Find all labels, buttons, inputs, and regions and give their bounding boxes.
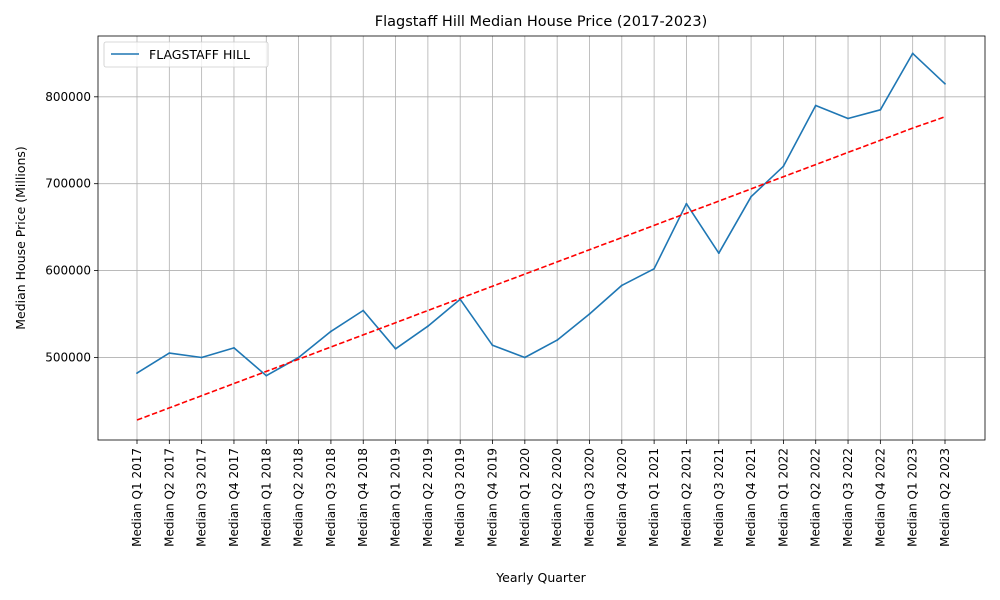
x-tick-label: Median Q1 2020 (518, 448, 532, 547)
data-point (847, 117, 849, 120)
x-tick-label: Median Q4 2020 (615, 448, 629, 547)
y-tick-label: 800000 (45, 90, 91, 104)
x-tick-label: Median Q2 2022 (809, 448, 823, 547)
x-tick-label: Median Q2 2020 (550, 448, 564, 547)
legend-label-flagstaff-hill: FLAGSTAFF HILL (149, 47, 250, 62)
x-tick-label: Median Q1 2018 (259, 448, 273, 547)
x-tick-label: Median Q1 2021 (647, 448, 661, 547)
data-point (911, 52, 914, 55)
x-tick-label: Median Q3 2022 (841, 448, 855, 547)
data-point (362, 309, 365, 312)
x-tick-label: Median Q2 2018 (292, 448, 306, 547)
data-point (330, 330, 332, 333)
x-axis-label: Yearly Quarter (495, 570, 586, 585)
data-point (653, 267, 655, 270)
x-tick-label: Median Q3 2017 (195, 448, 209, 547)
data-point (168, 352, 171, 354)
data-point (200, 356, 203, 359)
x-tick-label: Median Q2 2021 (679, 448, 693, 547)
data-point (750, 195, 752, 198)
y-axis-label: Median House Price (Millions) (13, 146, 28, 330)
x-tick-label: Median Q4 2017 (227, 448, 241, 547)
y-tick-label: 500000 (45, 350, 91, 364)
x-axis-ticks: Median Q1 2017 Median Q2 2017 Median Q3 20… (130, 440, 952, 547)
data-point (588, 313, 591, 315)
x-tick-label: Median Q1 2017 (130, 448, 144, 547)
chart-title: Flagstaff Hill Median House Price (2017-… (375, 14, 708, 30)
data-point (297, 356, 300, 359)
x-tick-label: Median Q3 2021 (712, 448, 726, 547)
data-point (879, 108, 882, 111)
data-point (394, 347, 397, 350)
data-point (491, 344, 494, 347)
x-tick-label: Median Q2 2019 (421, 448, 435, 547)
data-point (814, 104, 817, 107)
y-tick-label: 600000 (45, 264, 91, 278)
x-tick-label: Median Q4 2019 (486, 448, 500, 547)
plot-frame (97, 35, 986, 441)
data-point (136, 372, 138, 374)
x-tick-label: Median Q4 2018 (356, 448, 370, 547)
data-point (523, 356, 526, 359)
legend-box (103, 41, 269, 68)
series-group (136, 52, 946, 421)
data-point (717, 252, 720, 255)
grid-lines (98, 36, 985, 440)
data-point (265, 374, 268, 377)
series-line-flagstaff-hill (136, 52, 946, 377)
x-tick-label: Median Q1 2019 (389, 448, 403, 547)
y-axis-ticks: 500000 600000 700000 800000 (45, 90, 98, 364)
x-tick-label: Median Q3 2018 (324, 448, 338, 547)
data-point (620, 284, 623, 287)
x-tick-label: Median Q4 2022 (873, 448, 887, 547)
x-tick-label: Median Q4 2021 (744, 448, 758, 547)
data-point (944, 82, 946, 85)
x-tick-label: Median Q3 2020 (582, 448, 596, 547)
data-point (556, 339, 559, 341)
x-tick-label: Median Q3 2019 (453, 448, 467, 547)
x-tick-label: Median Q2 2023 (938, 448, 952, 547)
y-tick-label: 700000 (45, 177, 91, 191)
x-tick-label: Median Q1 2023 (906, 448, 920, 547)
data-point (782, 165, 785, 168)
x-tick-label: Median Q2 2017 (162, 448, 176, 547)
data-point (427, 325, 429, 328)
x-tick-label: Median Q1 2022 (776, 448, 790, 547)
data-point (685, 202, 688, 205)
legend: FLAGSTAFF HILL (103, 41, 269, 68)
data-point (233, 347, 235, 349)
